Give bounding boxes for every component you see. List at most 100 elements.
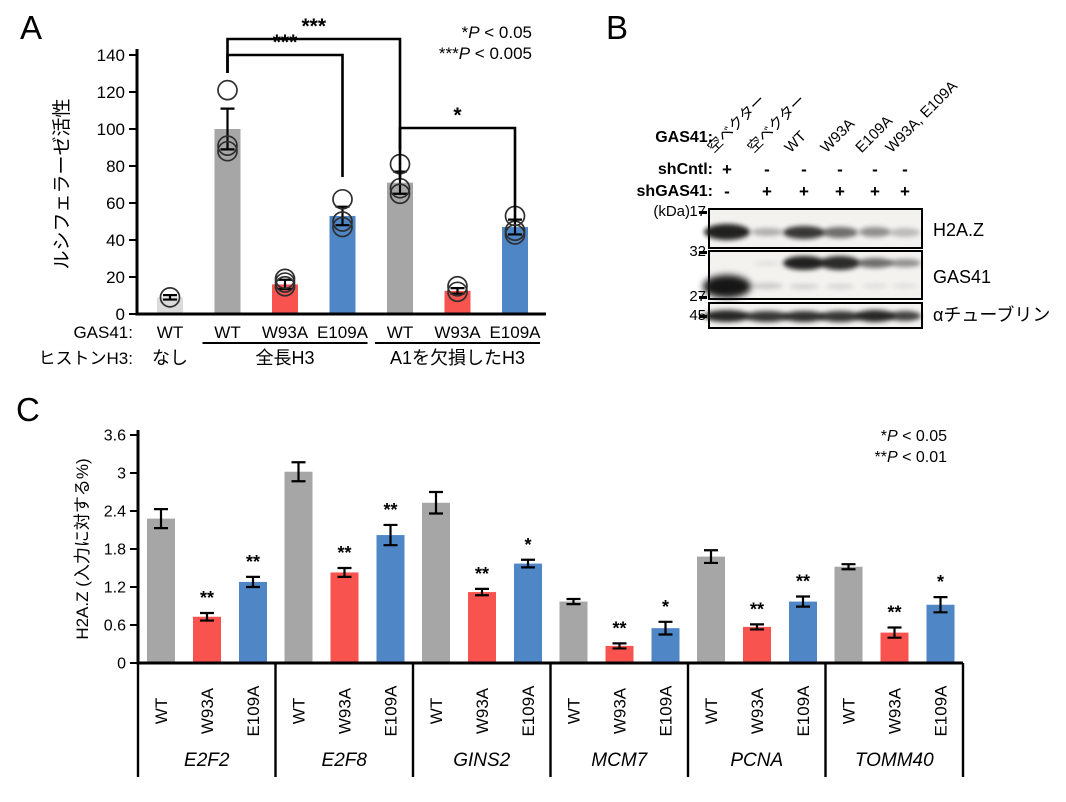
panel-a-pvalue-line: ***P < 0.005 [439, 43, 532, 64]
lane-condition-value: + [900, 182, 910, 201]
protein-band [857, 258, 893, 268]
y-tick-label: 120 [97, 83, 125, 102]
y-tick-label: 0 [116, 305, 125, 324]
y-tick-label: 60 [106, 194, 125, 213]
condition-label: W93A [336, 687, 355, 734]
bar-E2F2-E109A [239, 581, 267, 663]
kda-label: (kDa) [653, 203, 690, 220]
bar-GINS2-E109A [514, 563, 542, 663]
condition-label: E109A [519, 685, 538, 737]
p-symbol: P [886, 428, 898, 445]
stars: *** [438, 44, 459, 63]
protein-band [754, 260, 780, 266]
protein-band [703, 274, 751, 298]
histone-group-label: なし [152, 348, 188, 368]
data-point [217, 135, 238, 156]
lane-condition-value: - [902, 160, 908, 179]
data-point [217, 140, 238, 162]
sig-stars: ** [612, 618, 626, 638]
bar-E2F2-WT [147, 518, 175, 663]
mw-tick [699, 296, 707, 299]
lane-condition-value: - [801, 160, 807, 179]
p-symbol: P [886, 449, 898, 466]
condition-label: W93A [748, 687, 767, 734]
protein-band [889, 259, 921, 267]
error-bar [841, 563, 856, 571]
gene-label: TOMM40 [855, 750, 934, 771]
condition-label: W93A [198, 687, 217, 734]
protein-band [819, 310, 861, 322]
sig-bracket [226, 53, 344, 177]
mw-tick [699, 211, 707, 214]
gas41-condition-label: E109A [317, 323, 369, 342]
y-axis-label: ルシフェラーゼ活性 [51, 98, 73, 269]
condition-label: W93A [473, 687, 492, 734]
sig-stars: * [524, 535, 531, 555]
error-bar [337, 566, 352, 578]
error-bar [750, 623, 764, 631]
gas41-condition-label: W93A [434, 323, 481, 342]
gene-label: GINS2 [453, 750, 510, 771]
bar-TOMM40-E109A [926, 604, 955, 663]
sig-stars: ** [796, 572, 810, 592]
error-bar [429, 490, 443, 515]
p-symbol: P [458, 44, 471, 63]
panel-a-pvalue-legend: * P < 0.05 ***P < 0.005 [439, 22, 532, 64]
mw-tick [699, 251, 707, 254]
bar-WT [214, 129, 241, 314]
gas41-condition-label: WT [214, 323, 240, 342]
error-bar [566, 597, 581, 606]
panel-c-label: C [16, 391, 40, 428]
data-point [389, 183, 411, 205]
condition-label: WT [427, 698, 446, 724]
blot-row-label: shGAS41: [636, 183, 713, 200]
condition-label: WT [840, 698, 859, 724]
lane-condition-value: + [762, 182, 772, 201]
lane-condition-value: - [764, 160, 770, 179]
error-bar [220, 107, 235, 151]
panel-a-chart: 0 20 40 60 80 100 120 140 ルシフェラーゼ活性 GAS41: ヒストンH3:… [39, 15, 546, 368]
panel-c-chart: WT**W93A**E109AE2F2WT**W93A**E109AE2F8WT… [73, 428, 965, 777]
sig-stars: ** [200, 588, 214, 608]
data-point [274, 275, 296, 297]
bar-TOMM40-WT [834, 566, 863, 663]
blot-target-label: H2A.Z [933, 220, 985, 240]
y-axis [135, 49, 546, 316]
gas41-condition-label: W93A [262, 323, 309, 342]
sig-stars: ** [246, 552, 260, 572]
error-bar [163, 294, 177, 301]
sig-stars: ** [475, 564, 489, 584]
stars: * [461, 23, 469, 42]
blot-row-label: shCntl: [657, 161, 713, 178]
lane-condition-value: + [870, 182, 880, 201]
gene-label: PCNA [730, 750, 783, 771]
sig-stars: ** [887, 603, 901, 623]
protein-band [783, 225, 825, 239]
threshold: < 0.005 [470, 44, 532, 63]
condition-label: E109A [382, 685, 401, 737]
gene-label: E2F2 [184, 750, 230, 771]
protein-band [826, 283, 854, 289]
blot-target-label: αチューブリン [933, 305, 1051, 325]
error-bar [475, 587, 489, 597]
gene-label: MCM7 [591, 750, 648, 771]
bar-E2F8-E109A [376, 535, 405, 663]
error-bar [933, 596, 948, 614]
condition-label: WT [152, 698, 171, 724]
protein-band [820, 256, 860, 270]
bar-W93A [444, 290, 471, 314]
sig-stars: ** [383, 500, 397, 520]
bar-PCNA-W93A [743, 626, 771, 663]
bar-WT [157, 297, 183, 314]
bar-E109A [502, 227, 528, 314]
bar-MCM7-WT [559, 601, 588, 663]
threshold: < 0.05 [479, 23, 532, 42]
protein-band [862, 284, 888, 288]
sig-stars: * [453, 104, 462, 127]
error-bar [704, 549, 718, 565]
y-tick-label: 1.8 [104, 542, 126, 559]
stars: * [880, 428, 887, 445]
protein-band [822, 226, 858, 238]
